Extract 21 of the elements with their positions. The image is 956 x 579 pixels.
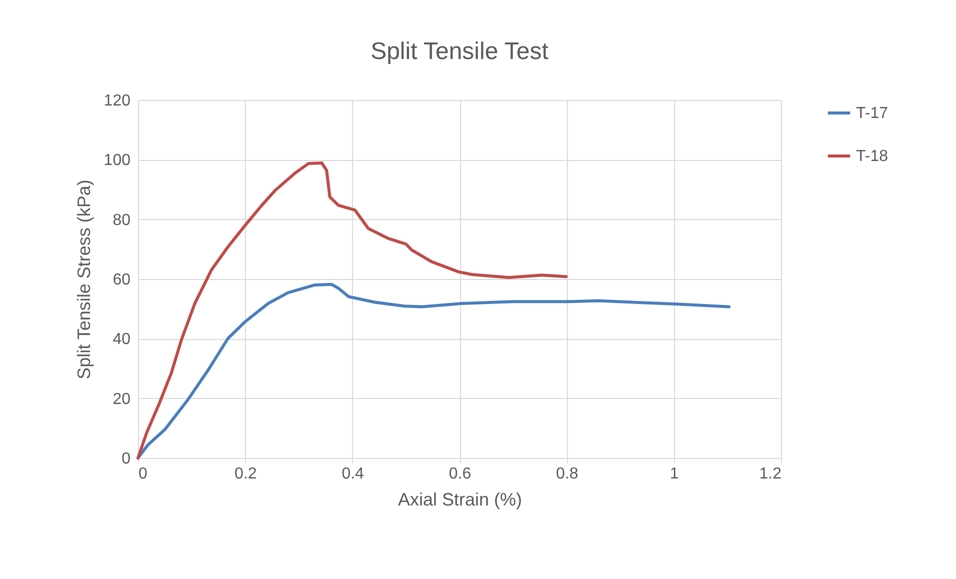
y-tick-label: 20 xyxy=(112,390,131,408)
x-tick-label: 1.2 xyxy=(759,466,782,482)
line-series xyxy=(136,282,731,460)
line-series xyxy=(136,161,568,460)
y-tick-label: 0 xyxy=(122,450,131,468)
legend-label: T-18 xyxy=(856,148,888,165)
chart-title: Split Tensile Test xyxy=(370,38,549,65)
y-tick-label: 40 xyxy=(112,331,131,348)
y-tick-label: 120 xyxy=(104,92,131,110)
legend-label: T-17 xyxy=(856,105,888,122)
x-tick-label: 0.8 xyxy=(556,466,578,482)
x-tick-label: 0 xyxy=(138,466,148,482)
x-tick-label: 0.4 xyxy=(342,466,364,482)
y-axis-title: Split Tensile Stress (kPa) xyxy=(74,180,94,380)
y-tick-label: 100 xyxy=(104,152,131,170)
y-tick-label: 80 xyxy=(112,212,131,229)
x-tick-label: 0.6 xyxy=(448,466,472,482)
x-tick-label: 1 xyxy=(670,466,679,482)
y-tick-label: 60 xyxy=(112,272,131,288)
x-tick-label: 0.2 xyxy=(234,466,257,482)
x-axis-title: Axial Strain (%) xyxy=(398,490,522,510)
